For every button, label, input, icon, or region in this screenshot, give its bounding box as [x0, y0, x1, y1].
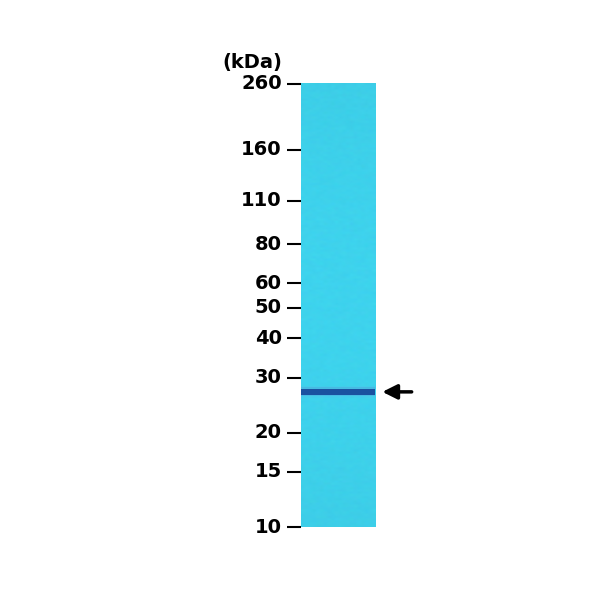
Text: 260: 260 [241, 74, 282, 93]
Text: 50: 50 [255, 298, 282, 317]
Text: 20: 20 [255, 423, 282, 442]
Text: 10: 10 [255, 518, 282, 536]
Text: 40: 40 [255, 329, 282, 348]
Bar [301, 387, 375, 397]
Bar [301, 386, 375, 398]
Text: 15: 15 [254, 463, 282, 481]
Text: (kDa): (kDa) [222, 53, 282, 72]
Bar [301, 389, 375, 395]
Text: 80: 80 [255, 235, 282, 254]
Text: 60: 60 [255, 274, 282, 293]
Text: 160: 160 [241, 140, 282, 159]
Text: 30: 30 [255, 368, 282, 387]
Text: 110: 110 [241, 191, 282, 210]
